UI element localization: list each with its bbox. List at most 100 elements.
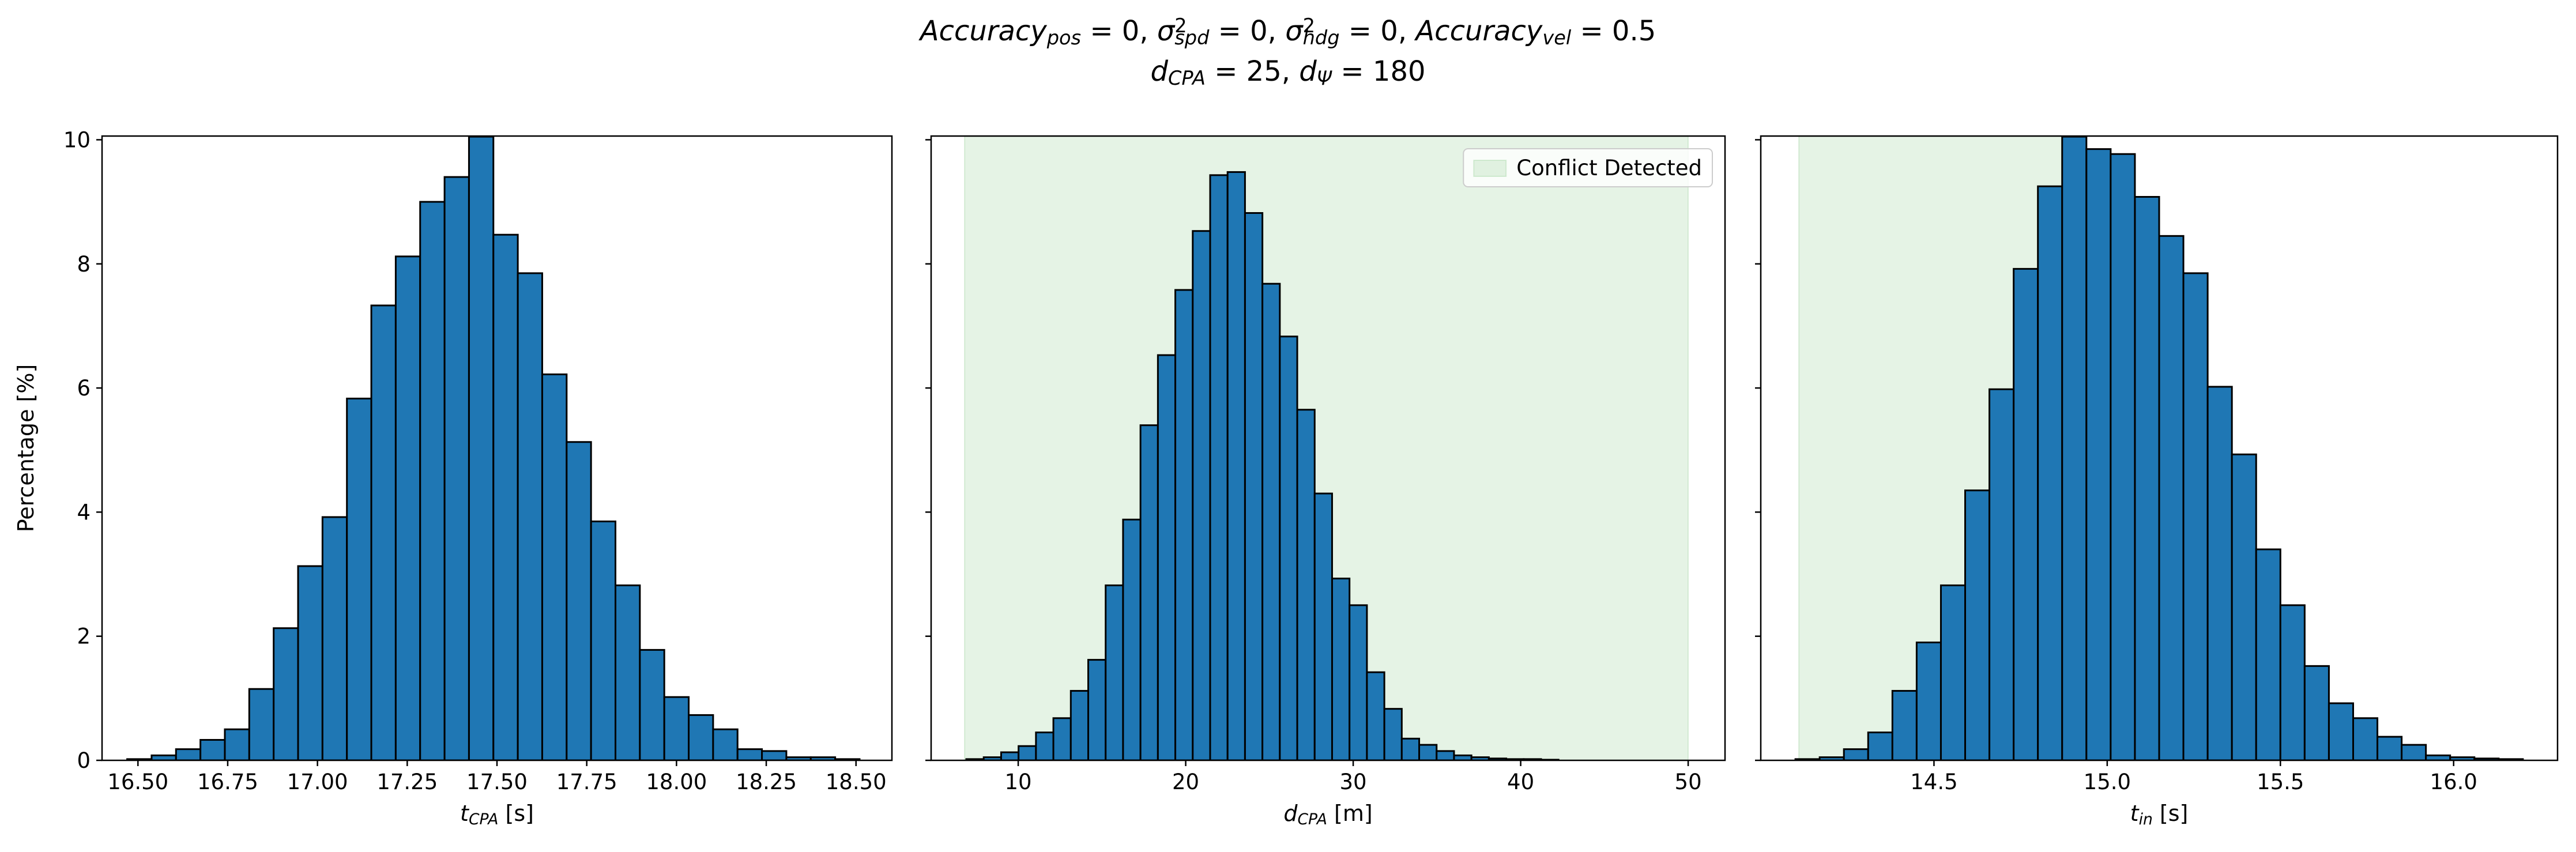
bar <box>712 728 739 760</box>
bar <box>1244 212 1264 760</box>
sub-part: CPA <box>1297 810 1327 828</box>
bar <box>1939 584 1967 760</box>
x-tick-label: 15.0 <box>2084 770 2131 794</box>
bar <box>150 754 177 760</box>
bar <box>1139 424 1159 760</box>
bar <box>1366 671 1385 760</box>
x-tick-label: 17.25 <box>376 770 438 794</box>
math-part: σ <box>1285 15 1304 47</box>
bar <box>688 714 714 760</box>
math-part: t <box>460 801 470 826</box>
y-tick-label: 10 <box>63 127 91 152</box>
bar <box>273 627 299 760</box>
y-tick-label: 8 <box>77 252 91 277</box>
bar <box>590 521 616 760</box>
text-part: = 0, <box>1209 15 1285 47</box>
bar <box>639 649 665 760</box>
text-part: [s] <box>498 801 534 826</box>
bar <box>1069 689 1089 760</box>
bar <box>1891 689 1918 760</box>
bar <box>2134 196 2160 760</box>
bar <box>1349 604 1368 760</box>
x-tick-label: 16.0 <box>2430 770 2477 794</box>
x-tick-label: 17.50 <box>466 770 528 794</box>
bar <box>1400 737 1421 760</box>
bar <box>1226 171 1246 760</box>
bar <box>1279 335 1298 760</box>
bar <box>297 565 323 760</box>
bar <box>1157 354 1177 760</box>
bar <box>1418 744 1438 760</box>
axes-frame <box>930 135 1726 761</box>
sup-part: 2 <box>1174 14 1187 37</box>
sub-part: hdg <box>1303 27 1340 49</box>
text-part: [m] <box>1327 801 1373 826</box>
bar <box>1915 641 1942 760</box>
bar <box>2231 453 2257 760</box>
x-tick-label: 18.25 <box>736 770 797 794</box>
text-part: = 0, <box>1340 15 1416 47</box>
bar <box>1209 174 1229 760</box>
text-part: = 25, <box>1206 55 1299 88</box>
math-part: Accuracy <box>1414 15 1543 47</box>
y-tick-label: 2 <box>77 624 91 649</box>
panel: 10 20 30 40 50 dCPA [m] Conflict Detected <box>925 135 1726 828</box>
bar <box>1261 282 1281 760</box>
bar <box>1122 518 1142 760</box>
plot-area <box>964 136 1689 760</box>
legend-label: Conflict Detected <box>1516 156 1702 180</box>
bar <box>663 696 690 760</box>
text-part: = 180 <box>1332 55 1425 88</box>
bar <box>1331 578 1351 760</box>
bar <box>2255 548 2281 760</box>
bar <box>541 373 568 760</box>
bar <box>1174 289 1194 760</box>
math-part: d <box>1299 55 1317 88</box>
x-tick-label: 17.75 <box>556 770 617 794</box>
bar <box>1964 489 1991 760</box>
bar <box>1035 732 1054 760</box>
panel: 14.5 15.0 15.5 16.0 tin [s] <box>1755 135 2559 828</box>
bar <box>492 233 519 760</box>
bar <box>443 176 470 760</box>
bar <box>1105 584 1124 760</box>
x-tick-label: 18.00 <box>646 770 707 794</box>
bar <box>394 255 421 760</box>
plot-area <box>126 136 861 760</box>
bar <box>2013 267 2039 760</box>
text-part: = 0, <box>1081 15 1157 47</box>
y-tick-label: 4 <box>77 500 91 525</box>
bar <box>1436 750 1455 760</box>
text-part: [s] <box>2153 801 2189 826</box>
bar <box>2425 754 2451 760</box>
y-axis-label: Percentage [%] <box>13 364 39 533</box>
legend-swatch <box>1473 160 1507 177</box>
bar <box>2037 185 2063 760</box>
bar <box>566 441 592 760</box>
bar <box>224 728 250 760</box>
bar <box>321 516 348 760</box>
bar <box>1192 230 1211 760</box>
bar <box>1000 751 1020 760</box>
bar <box>2085 148 2112 760</box>
x-axis-label: tCPA [s] <box>460 801 534 828</box>
bar <box>2158 235 2185 760</box>
bar <box>175 748 202 760</box>
bar <box>1383 708 1403 760</box>
math-part: d <box>1283 801 1298 826</box>
bar <box>1989 388 2015 760</box>
sub-part: Ψ <box>1317 67 1332 89</box>
bar <box>2328 702 2354 760</box>
bar <box>1453 754 1472 760</box>
bar <box>2303 665 2330 760</box>
x-tick-label: 20 <box>1172 770 1199 794</box>
bar <box>199 738 226 760</box>
bar <box>1018 745 1037 760</box>
x-tick-label: 16.75 <box>197 770 258 794</box>
bar <box>1867 732 1893 760</box>
x-tick-label: 18.50 <box>826 770 887 794</box>
bar <box>346 397 372 760</box>
sub-part: CPA <box>1168 67 1206 89</box>
x-axis-label: dCPA [m] <box>1283 801 1372 828</box>
y-tick-label: 0 <box>77 748 91 773</box>
